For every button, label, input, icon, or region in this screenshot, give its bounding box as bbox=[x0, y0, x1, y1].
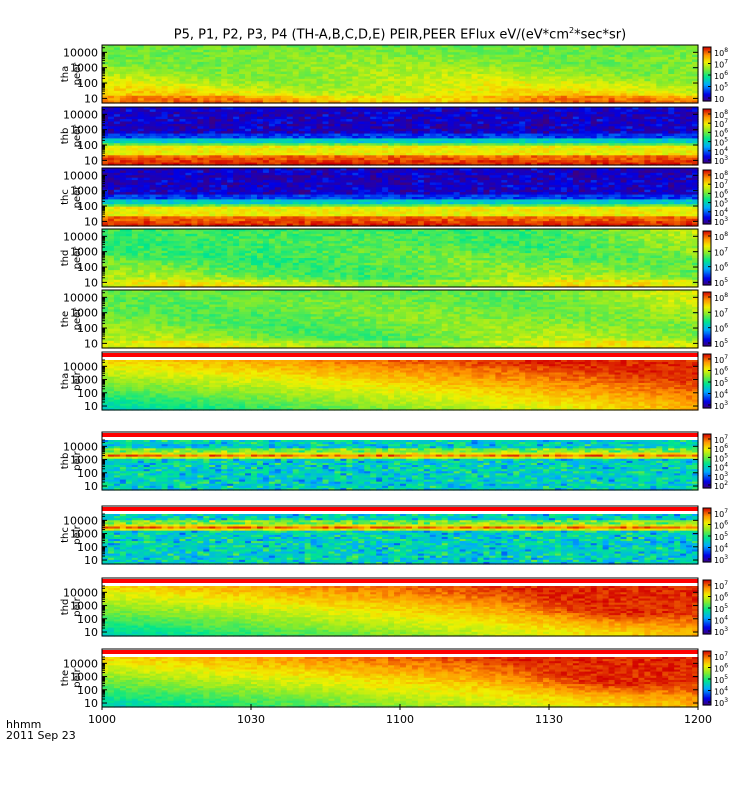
colorbar-tick-exponent: 7 bbox=[724, 118, 728, 125]
colorbar-tick-label: 10 bbox=[714, 95, 724, 104]
panel-species-label: peer bbox=[72, 62, 83, 86]
colorbar-tick-label: 105 bbox=[714, 82, 728, 93]
colorbar-tick-label: 106 bbox=[714, 70, 728, 81]
colorbar-tick-label: 107 bbox=[714, 59, 728, 70]
panel-probe-label: tha bbox=[60, 66, 71, 82]
y-tick-label: 10000 bbox=[63, 108, 98, 121]
colorbar-tick-exponent: 7 bbox=[724, 59, 728, 66]
colorbar-tick-label: 108 bbox=[714, 47, 728, 58]
y-tick-label: 10 bbox=[84, 154, 98, 167]
colorbar-tick-exponent: 6 bbox=[724, 70, 728, 77]
y-tick-label: 10000 bbox=[63, 46, 98, 59]
y-tick-label: 10 bbox=[84, 92, 98, 105]
colorbar-tick-exponent: 6 bbox=[724, 127, 728, 134]
colorbar-tick-exponent: 8 bbox=[724, 47, 728, 54]
colorbar-tick-exponent: 5 bbox=[724, 82, 728, 89]
colorbar-tick-exponent: 5 bbox=[724, 137, 728, 144]
panel-probe-label: thb bbox=[60, 128, 71, 145]
panel-species-label: peer bbox=[72, 124, 83, 148]
colorbar-tick-exponent: 8 bbox=[724, 109, 728, 116]
